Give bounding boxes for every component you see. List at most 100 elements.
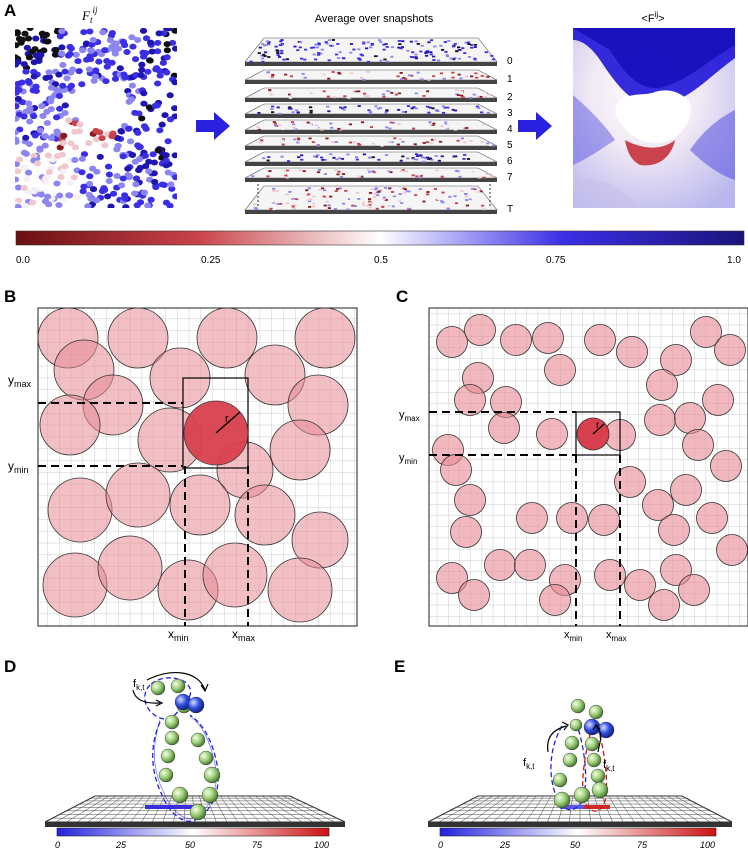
colorbar-tick: 0.5: [374, 255, 388, 266]
particle-circle: [436, 326, 468, 358]
particle-dot: [144, 68, 152, 75]
particle-circle: [516, 502, 548, 534]
particle-dot: [63, 75, 71, 82]
particle-dot: [98, 135, 106, 142]
particle-circle: [202, 542, 268, 608]
particle-dot: [26, 118, 34, 125]
colorbar-tick: 1.0: [727, 255, 741, 266]
particle-dot: [163, 47, 171, 54]
particle-dot: [32, 52, 40, 59]
particle-dot: [56, 144, 64, 151]
particle-dot: [166, 116, 175, 123]
particle-dot: [162, 162, 170, 169]
xmin-label-b: xmin: [168, 627, 189, 643]
stack-label: 4: [507, 124, 513, 135]
particle-dot: [61, 68, 69, 75]
particle-dot: [38, 103, 46, 110]
particle-circle: [658, 514, 690, 546]
particle-dot: [43, 119, 52, 126]
green-bead: [569, 718, 583, 732]
particle-dot: [15, 42, 20, 49]
particle-dot: [41, 133, 49, 140]
xmin-label-c: xmin: [564, 629, 582, 643]
particle-circle: [107, 307, 169, 369]
particle-dot: [48, 156, 57, 163]
particle-circle: [234, 484, 296, 546]
particle-circle: [454, 384, 486, 416]
particle-dot: [15, 129, 19, 136]
particle-dot: [74, 58, 82, 65]
particle-dot: [109, 190, 118, 197]
green-bead: [590, 768, 606, 784]
particle-dot: [129, 43, 137, 50]
particle-dot: [87, 47, 96, 54]
particle-dot: [67, 69, 75, 76]
particle-dot: [125, 98, 133, 105]
particle-dot: [105, 171, 113, 178]
grid-panel-b: [37, 307, 358, 627]
particle-dot: [162, 157, 170, 164]
average-field-image: [573, 28, 735, 208]
particle-dot: [101, 47, 109, 54]
particle-dot: [36, 127, 44, 134]
particle-circle: [454, 484, 486, 516]
snapshot-plate: [244, 87, 498, 102]
particle-circle: [690, 316, 722, 348]
svg-text:0: 0: [438, 840, 443, 850]
particle-circle: [105, 462, 171, 528]
particle-dot: [107, 203, 115, 208]
particle-dot: [117, 182, 126, 189]
particle-circle: [588, 504, 620, 536]
particle-dot: [44, 38, 52, 45]
stack-label: 7: [507, 172, 513, 183]
particle-dot: [86, 56, 95, 63]
particle-dot: [89, 36, 97, 43]
particle-dot: [23, 176, 31, 183]
particle-circle: [696, 502, 728, 534]
particle-dot: [20, 184, 28, 191]
particle-dot: [147, 39, 155, 46]
particle-dot: [139, 28, 148, 34]
particle-dot: [41, 179, 49, 186]
particle-dot: [133, 202, 141, 208]
particle-dot: [42, 174, 50, 181]
snapshot-plate: [244, 135, 498, 150]
particle-dot: [144, 202, 152, 208]
chain-e: [547, 698, 615, 812]
particle-circle: [714, 334, 746, 366]
particle-dot: [65, 192, 73, 199]
particle-dot: [15, 59, 22, 66]
particle-dot: [85, 140, 93, 147]
particle-dot: [140, 90, 148, 97]
particle-circle: [464, 314, 496, 346]
particle-dot: [43, 108, 51, 115]
particle-dot: [149, 151, 157, 158]
particle-dot: [20, 164, 29, 171]
chain-d: [132, 672, 221, 822]
colorbar-tick: 0.0: [16, 255, 30, 266]
xmax-label-c: xmax: [606, 629, 627, 643]
particle-dot: [124, 125, 133, 132]
particle-dot: [24, 78, 33, 85]
green-bead: [201, 786, 219, 804]
panel-label-b: B: [4, 287, 16, 306]
green-bead: [198, 750, 214, 766]
particle-dot: [145, 168, 153, 175]
stack-label: 2: [507, 92, 513, 103]
particle-circle: [169, 474, 231, 536]
particle-dot: [34, 160, 42, 167]
particle-circle: [642, 489, 674, 521]
particle-dot: [88, 41, 96, 48]
particle-dot: [30, 113, 38, 120]
particle-circle: [458, 579, 490, 611]
ymin-label-b: ymin: [8, 459, 29, 475]
stack-label: 3: [507, 108, 513, 119]
particle-dot: [58, 28, 66, 35]
particle-dot: [32, 35, 40, 42]
green-bead: [586, 752, 602, 768]
particle-dot: [119, 153, 127, 160]
panel-label-c: C: [396, 287, 408, 306]
particle-dot: [90, 77, 98, 84]
particle-dot: [38, 30, 46, 37]
